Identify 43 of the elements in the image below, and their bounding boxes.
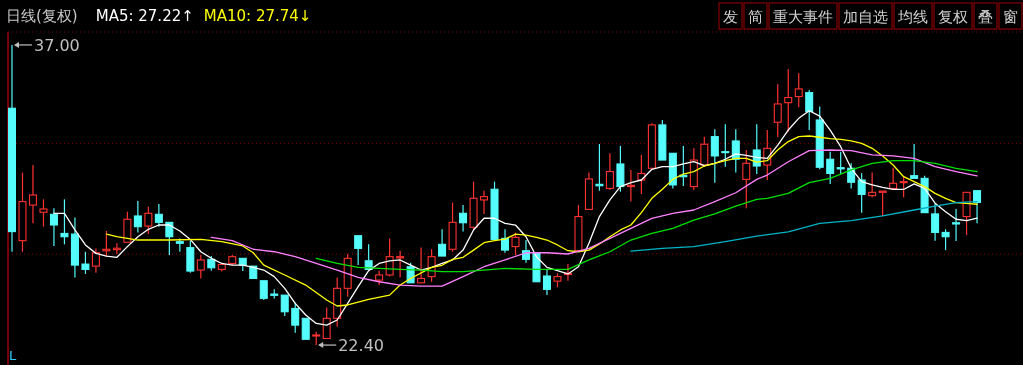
candlestick (910, 143, 919, 179)
candlestick (133, 200, 142, 234)
chart-title: 日线(复权) (6, 7, 78, 25)
candlestick (931, 202, 940, 242)
button: 发 (718, 2, 743, 30)
annotation: 22.40 (338, 336, 385, 356)
candlestick (889, 167, 898, 189)
candlestick (301, 317, 310, 340)
candlestick (962, 191, 971, 236)
text: MA10: 27.74↓ (203, 7, 312, 25)
candlestick (542, 268, 551, 296)
candlestick (952, 208, 961, 242)
annotation: 37.00 (33, 35, 80, 55)
candlestick (7, 44, 17, 253)
candlestick (878, 190, 887, 217)
candlestick (584, 172, 593, 210)
candlestick (91, 247, 100, 274)
candlestick (249, 265, 258, 280)
annotation: L (9, 348, 17, 363)
candlestick (501, 228, 510, 254)
button: 重大事件 (768, 2, 838, 30)
candlestick (49, 207, 58, 247)
candlestick (417, 246, 426, 284)
button: 加自选 (838, 2, 893, 30)
candlestick (647, 122, 656, 169)
candlestick (480, 190, 489, 215)
candlestick (375, 270, 384, 286)
button: 窗 (998, 2, 1023, 30)
candlestick (438, 228, 447, 257)
candlestick (532, 252, 541, 283)
candlestick (459, 204, 468, 233)
button: 复权 (933, 2, 973, 30)
candlestick (70, 216, 79, 279)
text: MA5: 27.22↑ (95, 7, 194, 25)
candlestick (784, 68, 793, 133)
button: 均线 (893, 2, 933, 30)
candlestick (605, 152, 614, 191)
button: 叠 (973, 2, 998, 30)
candlestick (973, 190, 982, 224)
button: 简 (743, 2, 768, 30)
candlestick (396, 250, 405, 279)
candlestick (28, 164, 37, 224)
candlestick (668, 152, 677, 190)
